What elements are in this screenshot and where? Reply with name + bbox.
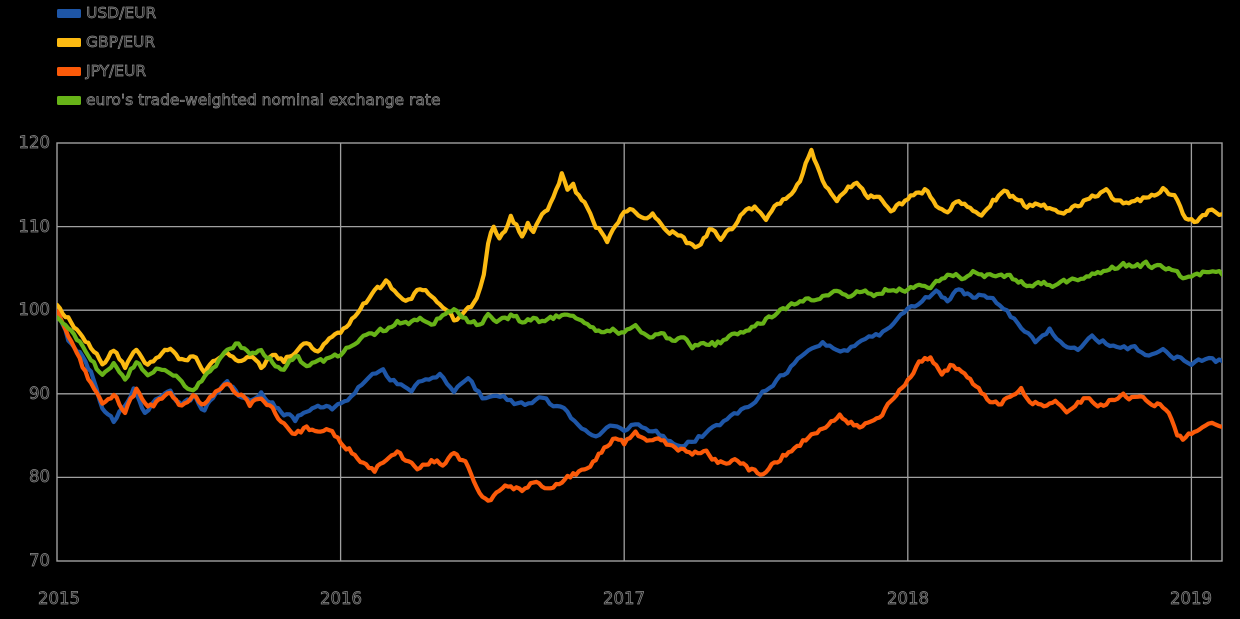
legend-swatch-jpy — [57, 67, 81, 76]
x-tick-2016: 2016 — [320, 589, 363, 609]
y-tick-110: 110 — [18, 217, 50, 237]
y-tick-70: 70 — [29, 551, 51, 571]
x-tick-2017: 2017 — [603, 589, 646, 609]
y-tick-90: 90 — [29, 384, 51, 404]
legend-swatch-effective — [57, 96, 81, 105]
x-tick-2018: 2018 — [887, 589, 930, 609]
legend-label-usd: USD/EUR — [86, 4, 157, 23]
legend-label-effective: euro's trade-weighted nominal exchange r… — [86, 91, 441, 110]
legend-swatch-gbp — [57, 38, 81, 47]
y-tick-80: 80 — [29, 467, 51, 487]
x-tick-2019: 2019 — [1170, 589, 1213, 609]
x-tick-2015: 2015 — [38, 589, 81, 609]
legend-label-gbp: GBP/EUR — [86, 33, 156, 52]
y-tick-100: 100 — [18, 300, 50, 320]
legend-swatch-usd — [57, 9, 81, 18]
y-tick-120: 120 — [18, 133, 50, 153]
legend-label-jpy: JPY/EUR — [86, 62, 147, 81]
